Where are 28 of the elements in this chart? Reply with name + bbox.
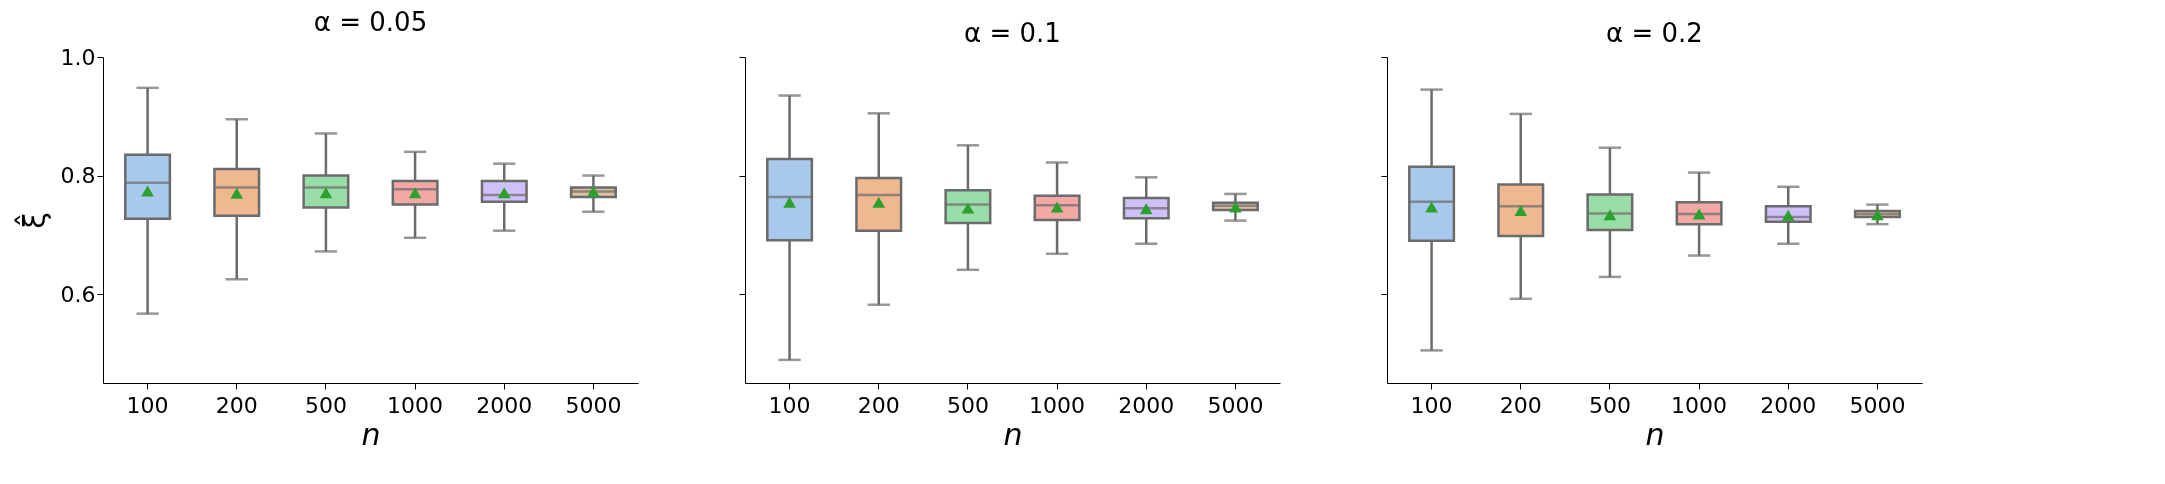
x-tick-label: 500 <box>304 392 347 418</box>
x-axis-title: n <box>361 416 381 452</box>
x-tick-label: 5000 <box>565 392 622 418</box>
y-axis-title: ξ̂ <box>14 212 52 229</box>
x-tick-label: 100 <box>1410 392 1453 418</box>
y-tick-label: 1.0 <box>60 44 96 70</box>
y-tick-label: 0.6 <box>60 281 96 307</box>
x-tick-label: 500 <box>1588 392 1631 418</box>
y-tick-label: 0.8 <box>60 163 96 189</box>
chart-title: α = 0.1 <box>964 17 1061 48</box>
x-tick-label: 5000 <box>1849 392 1906 418</box>
chart-title: α = 0.2 <box>1606 17 1703 48</box>
x-tick-label: 2000 <box>1118 392 1175 418</box>
x-axis-title: n <box>1645 416 1665 452</box>
x-tick-label: 100 <box>126 392 169 418</box>
x-tick-label: 1000 <box>387 392 444 418</box>
x-tick-label: 1000 <box>1671 392 1728 418</box>
x-tick-label: 100 <box>768 392 811 418</box>
x-tick-label: 2000 <box>476 392 533 418</box>
x-tick-label: 200 <box>1499 392 1542 418</box>
x-tick-label: 200 <box>857 392 900 418</box>
x-tick-label: 1000 <box>1029 392 1086 418</box>
x-tick-label: 5000 <box>1207 392 1264 418</box>
x-axis-title: n <box>1003 416 1023 452</box>
x-tick-label: 500 <box>946 392 989 418</box>
x-tick-label: 200 <box>215 392 258 418</box>
x-tick-label: 2000 <box>1760 392 1817 418</box>
chart-title: α = 0.05 <box>313 7 428 37</box>
